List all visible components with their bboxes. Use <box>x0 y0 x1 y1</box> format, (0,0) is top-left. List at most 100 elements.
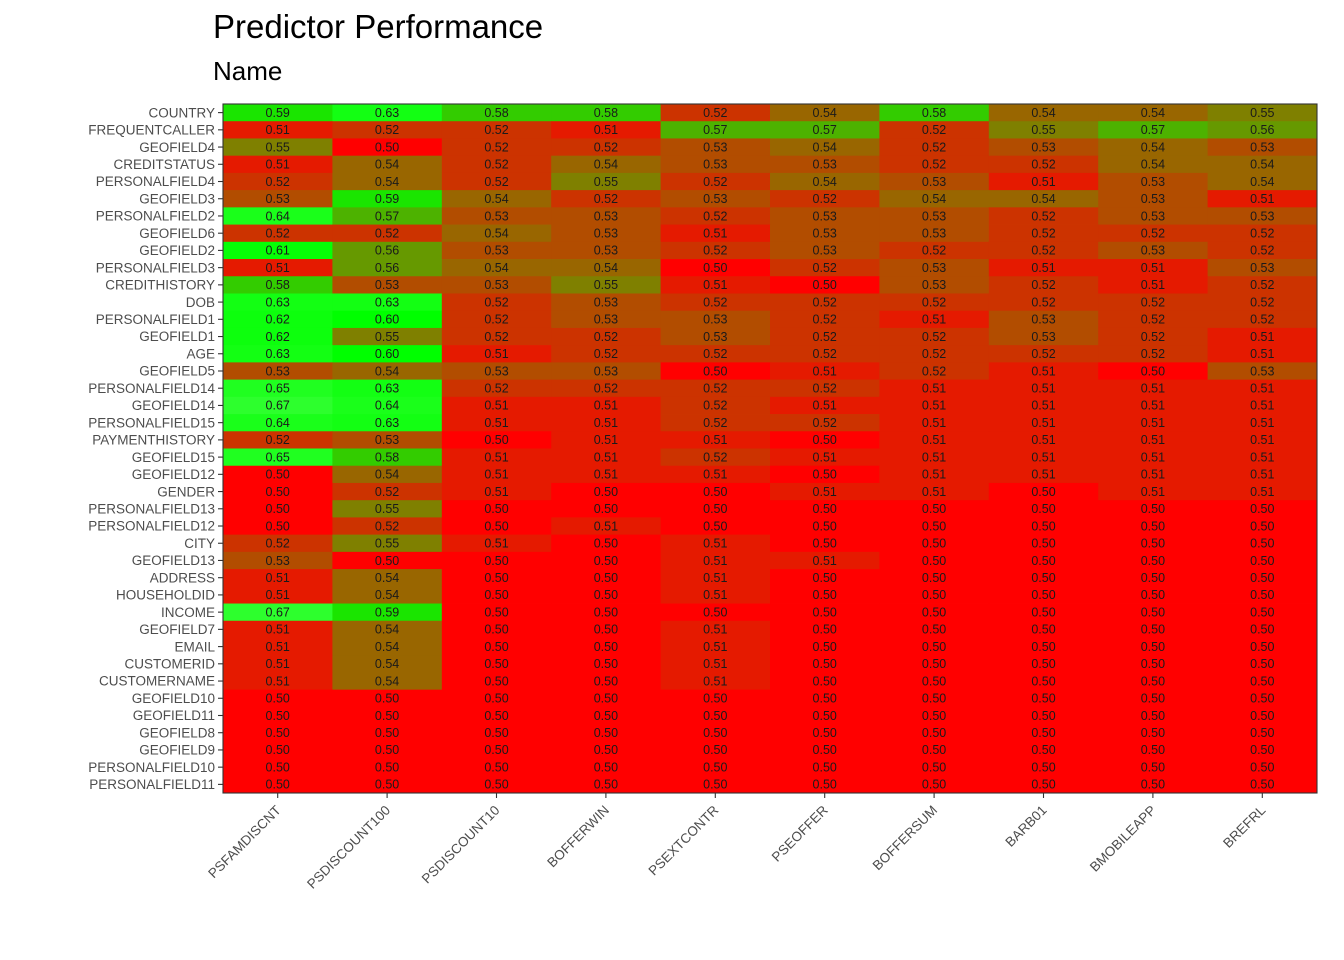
cell-value-label: 0.52 <box>375 123 399 137</box>
cell-value-label: 0.50 <box>484 640 508 654</box>
heatmap-cell <box>1207 724 1318 742</box>
cell-value-label: 0.50 <box>1031 554 1055 568</box>
heatmap-cell <box>441 620 552 639</box>
cell-value-label: 0.52 <box>484 295 508 309</box>
cell-value-label: 0.50 <box>922 709 946 723</box>
x-axis-tick-label: BARB01 <box>1002 803 1049 850</box>
heatmap-cell <box>988 775 1099 794</box>
cell-value-label: 0.51 <box>594 123 618 137</box>
cell-value-label: 0.51 <box>922 433 946 447</box>
cell-value-label: 0.50 <box>1250 571 1274 585</box>
cell-value-label: 0.64 <box>266 416 290 430</box>
heatmap-cell <box>1207 190 1318 208</box>
heatmap-cell <box>551 672 661 691</box>
cell-value-label: 0.53 <box>594 226 618 240</box>
heatmap-cell <box>223 241 333 260</box>
cell-value-label: 0.50 <box>1031 726 1055 740</box>
cell-value-label: 0.57 <box>1141 123 1165 137</box>
heatmap-cell <box>988 310 1099 329</box>
cell-value-label: 0.50 <box>484 760 508 774</box>
x-axis-tick-label: PSDISCOUNT100 <box>304 803 393 892</box>
heatmap-cell <box>551 224 661 243</box>
cell-value-label: 0.50 <box>484 726 508 740</box>
heatmap-cell <box>879 758 990 777</box>
cell-value-label: 0.53 <box>1031 330 1055 344</box>
cell-value-label: 0.51 <box>813 485 837 499</box>
cell-value-label: 0.50 <box>594 709 618 723</box>
cell-value-label: 0.50 <box>1250 778 1274 792</box>
cell-value-label: 0.51 <box>266 123 290 137</box>
heatmap-cell <box>332 259 443 277</box>
cell-value-label: 0.50 <box>266 709 290 723</box>
heatmap-cell <box>332 672 443 691</box>
heatmap-cell <box>988 414 1099 432</box>
heatmap-cell <box>1098 362 1208 381</box>
cell-value-label: 0.52 <box>594 382 618 396</box>
cell-value-label: 0.56 <box>375 261 399 275</box>
heatmap-cell <box>1207 448 1318 467</box>
heatmap-cell <box>770 758 880 777</box>
heatmap-cell <box>988 500 1099 518</box>
heatmap-cell <box>551 586 661 604</box>
cell-value-label: 0.51 <box>484 468 508 482</box>
cell-value-label: 0.51 <box>266 261 290 275</box>
heatmap-cell <box>441 379 552 398</box>
heatmap-cell <box>332 396 443 415</box>
cell-value-label: 0.51 <box>1250 347 1274 361</box>
heatmap-cell <box>551 775 661 794</box>
heatmap-cell <box>332 448 443 467</box>
cell-value-label: 0.52 <box>594 347 618 361</box>
heatmap-cell <box>770 155 880 174</box>
cell-value-label: 0.50 <box>703 778 727 792</box>
heatmap-cell <box>1207 637 1318 656</box>
cell-value-label: 0.50 <box>1031 640 1055 654</box>
cell-value-label: 0.54 <box>1250 175 1274 189</box>
cell-value-label: 0.51 <box>1250 433 1274 447</box>
cell-value-label: 0.51 <box>484 399 508 413</box>
heatmap-cell <box>1207 362 1318 381</box>
cell-value-label: 0.50 <box>922 519 946 533</box>
heatmap-cell <box>1098 207 1208 225</box>
heatmap-cell <box>223 224 333 243</box>
cell-value-label: 0.52 <box>703 347 727 361</box>
heatmap-cell <box>441 293 552 312</box>
cell-value-label: 0.50 <box>1031 502 1055 516</box>
heatmap-cell <box>988 741 1099 759</box>
heatmap-cell <box>441 500 552 518</box>
heatmap-cell <box>879 104 990 122</box>
cell-value-label: 0.50 <box>594 588 618 602</box>
heatmap-cell <box>770 190 880 208</box>
cell-value-label: 0.53 <box>375 278 399 292</box>
cell-value-label: 0.53 <box>1141 244 1165 258</box>
y-axis-tick-label: DOB <box>186 295 215 310</box>
cell-value-label: 0.50 <box>813 433 837 447</box>
cell-value-label: 0.63 <box>375 382 399 396</box>
cell-value-label: 0.54 <box>922 192 946 206</box>
cell-value-label: 0.50 <box>1250 657 1274 671</box>
heatmap-cell <box>879 431 990 449</box>
cell-value-label: 0.50 <box>266 692 290 706</box>
heatmap-cell <box>551 207 661 225</box>
heatmap-cell <box>332 138 443 157</box>
y-axis-tick-label: GEOFIELD11 <box>133 708 215 723</box>
cell-value-label: 0.50 <box>594 537 618 551</box>
heatmap-cell <box>1098 310 1208 329</box>
heatmap-cell <box>879 190 990 208</box>
heatmap-cell <box>332 758 443 777</box>
heatmap-cell <box>441 758 552 777</box>
heatmap-cell <box>551 190 661 208</box>
heatmap-cell <box>1098 155 1208 174</box>
cell-value-label: 0.54 <box>375 657 399 671</box>
heatmap-cell <box>332 310 443 329</box>
heatmap-cell <box>1207 431 1318 449</box>
y-axis-tick-label: GEOFIELD15 <box>132 450 215 465</box>
heatmap-cell <box>988 224 1099 243</box>
cell-value-label: 0.50 <box>594 692 618 706</box>
cell-value-label: 0.50 <box>484 588 508 602</box>
heatmap-cell <box>1098 517 1208 536</box>
heatmap-cell <box>879 637 990 656</box>
cell-value-label: 0.51 <box>1141 468 1165 482</box>
cell-value-label: 0.51 <box>594 519 618 533</box>
cell-value-label: 0.53 <box>594 244 618 258</box>
heatmap-cell <box>1098 689 1208 708</box>
